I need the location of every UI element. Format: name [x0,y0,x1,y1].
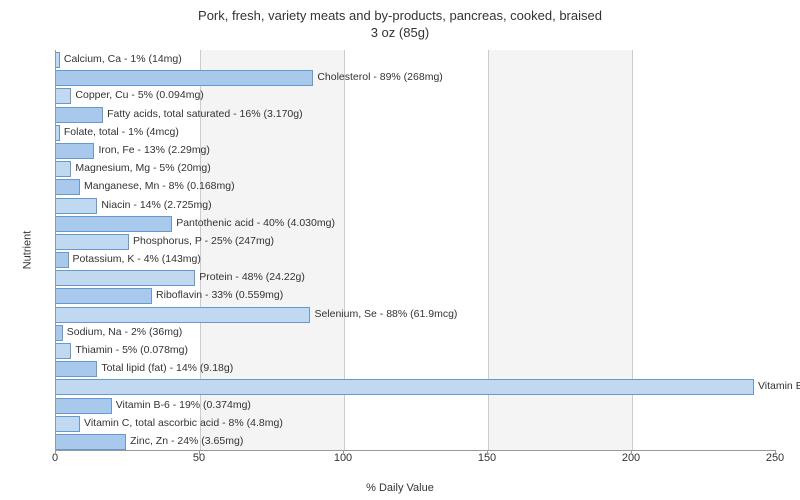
nutrient-bar-label: Copper, Cu - 5% (0.094mg) [75,88,203,102]
nutrient-bar [56,307,310,323]
nutrient-bar [56,125,60,141]
nutrient-bar [56,416,80,432]
x-axis-label: % Daily Value [0,482,800,494]
nutrient-bar [56,70,313,86]
x-tick-mark [199,450,200,455]
nutrient-bar [56,52,60,68]
nutrient-bar-label: Selenium, Se - 88% (61.9mcg) [314,307,457,321]
nutrient-chart: Pork, fresh, variety meats and by-produc… [0,0,800,500]
plot-area: Calcium, Ca - 1% (14mg) Cholesterol - 89%… [55,50,776,451]
nutrient-bar-label: Magnesium, Mg - 5% (20mg) [75,161,210,175]
nutrient-bar [56,161,71,177]
y-axis-label: Nutrient [21,231,33,270]
nutrient-bar-label: Total lipid (fat) - 14% (9.18g) [101,361,233,375]
nutrient-bar-label: Vitamin B-6 - 19% (0.374mg) [116,398,251,412]
nutrient-bar-label: Vitamin B-12 - 242% (14.51mcg) [758,379,800,393]
nutrient-bar-label: Sodium, Na - 2% (36mg) [67,325,183,339]
nutrient-bar [56,270,195,286]
nutrient-bar [56,343,71,359]
nutrient-bar-label: Cholesterol - 89% (268mg) [317,70,442,84]
chart-title: Pork, fresh, variety meats and by-produc… [0,0,800,42]
nutrient-bar [56,143,94,159]
nutrient-bar-label: Vitamin C, total ascorbic acid - 8% (4.8… [84,416,283,430]
chart-title-line2: 3 oz (85g) [0,25,800,42]
chart-title-line1: Pork, fresh, variety meats and by-produc… [0,8,800,25]
nutrient-bar [56,88,71,104]
nutrient-bar-label: Niacin - 14% (2.725mg) [101,198,211,212]
nutrient-bar [56,379,754,395]
nutrient-bar-label: Thiamin - 5% (0.078mg) [75,343,188,357]
nutrient-bar [56,361,97,377]
nutrient-bar-label: Calcium, Ca - 1% (14mg) [64,52,182,66]
nutrient-bar-label: Pantothenic acid - 40% (4.030mg) [176,216,335,230]
nutrient-bar-label: Manganese, Mn - 8% (0.168mg) [84,179,235,193]
x-tick-mark [55,450,56,455]
nutrient-bar [56,216,172,232]
nutrient-bar-label: Riboflavin - 33% (0.559mg) [156,288,283,302]
nutrient-bar [56,434,126,450]
nutrient-bar [56,288,152,304]
nutrient-bar [56,234,129,250]
nutrient-bar-label: Protein - 48% (24.22g) [199,270,305,284]
x-tick-mark [775,450,776,455]
nutrient-bar [56,252,69,268]
nutrient-bar-label: Potassium, K - 4% (143mg) [73,252,201,266]
x-tick-mark [631,450,632,455]
nutrient-bar-label: Fatty acids, total saturated - 16% (3.17… [107,107,303,121]
nutrient-bar [56,198,97,214]
x-tick-mark [487,450,488,455]
nutrient-bar-label: Iron, Fe - 13% (2.29mg) [98,143,209,157]
nutrient-bar [56,325,63,341]
nutrient-bar [56,398,112,414]
nutrient-bar-label: Folate, total - 1% (4mcg) [64,125,179,139]
nutrient-bar [56,179,80,195]
nutrient-bar-label: Phosphorus, P - 25% (247mg) [133,234,274,248]
nutrient-bar [56,107,103,123]
nutrient-bar-label: Zinc, Zn - 24% (3.65mg) [130,434,243,448]
x-tick-mark [343,450,344,455]
